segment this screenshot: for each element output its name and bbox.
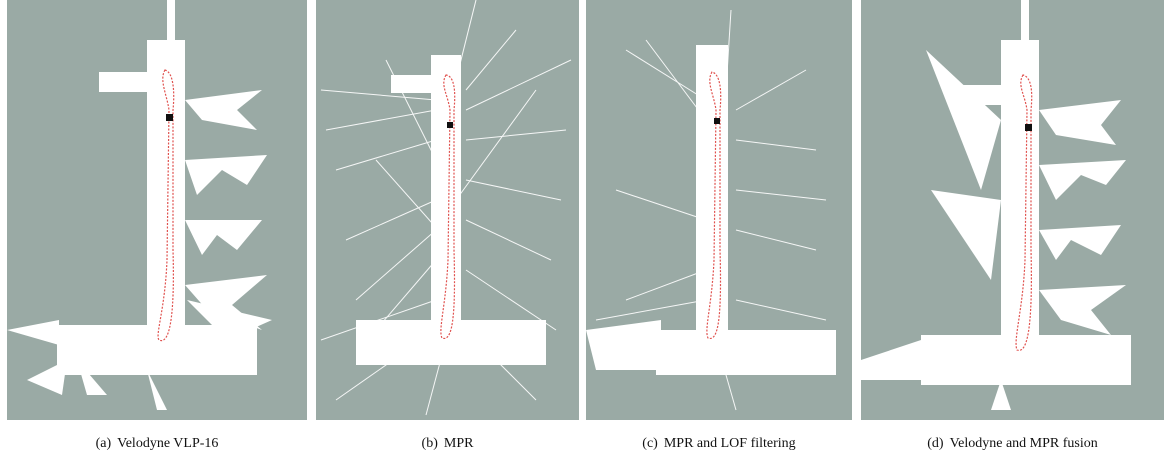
caption-text: MPR and LOF filtering	[663, 436, 796, 451]
caption-a: (a) Velodyne VLP-16	[7, 436, 307, 452]
caption-tag: (a)	[95, 436, 112, 451]
panel-b	[316, 0, 579, 420]
map-image-a	[7, 0, 307, 420]
caption-tag: (d)	[927, 436, 944, 451]
caption-text: Velodyne and MPR fusion	[949, 436, 1098, 451]
caption-text: MPR	[443, 436, 474, 451]
caption-tag: (b)	[421, 436, 438, 451]
panel-d	[861, 0, 1164, 420]
caption-d: (d) Velodyne and MPR fusion	[861, 436, 1164, 452]
caption-tag: (c)	[642, 436, 658, 451]
caption-text: Velodyne VLP-16	[117, 436, 219, 451]
caption-c: (c) MPR and LOF filtering	[586, 436, 852, 452]
panel-a	[7, 0, 307, 420]
caption-b: (b) MPR	[316, 436, 579, 452]
panel-c	[586, 0, 852, 420]
map-image-b	[316, 0, 579, 420]
map-image-c	[586, 0, 852, 420]
map-image-d	[861, 0, 1164, 420]
